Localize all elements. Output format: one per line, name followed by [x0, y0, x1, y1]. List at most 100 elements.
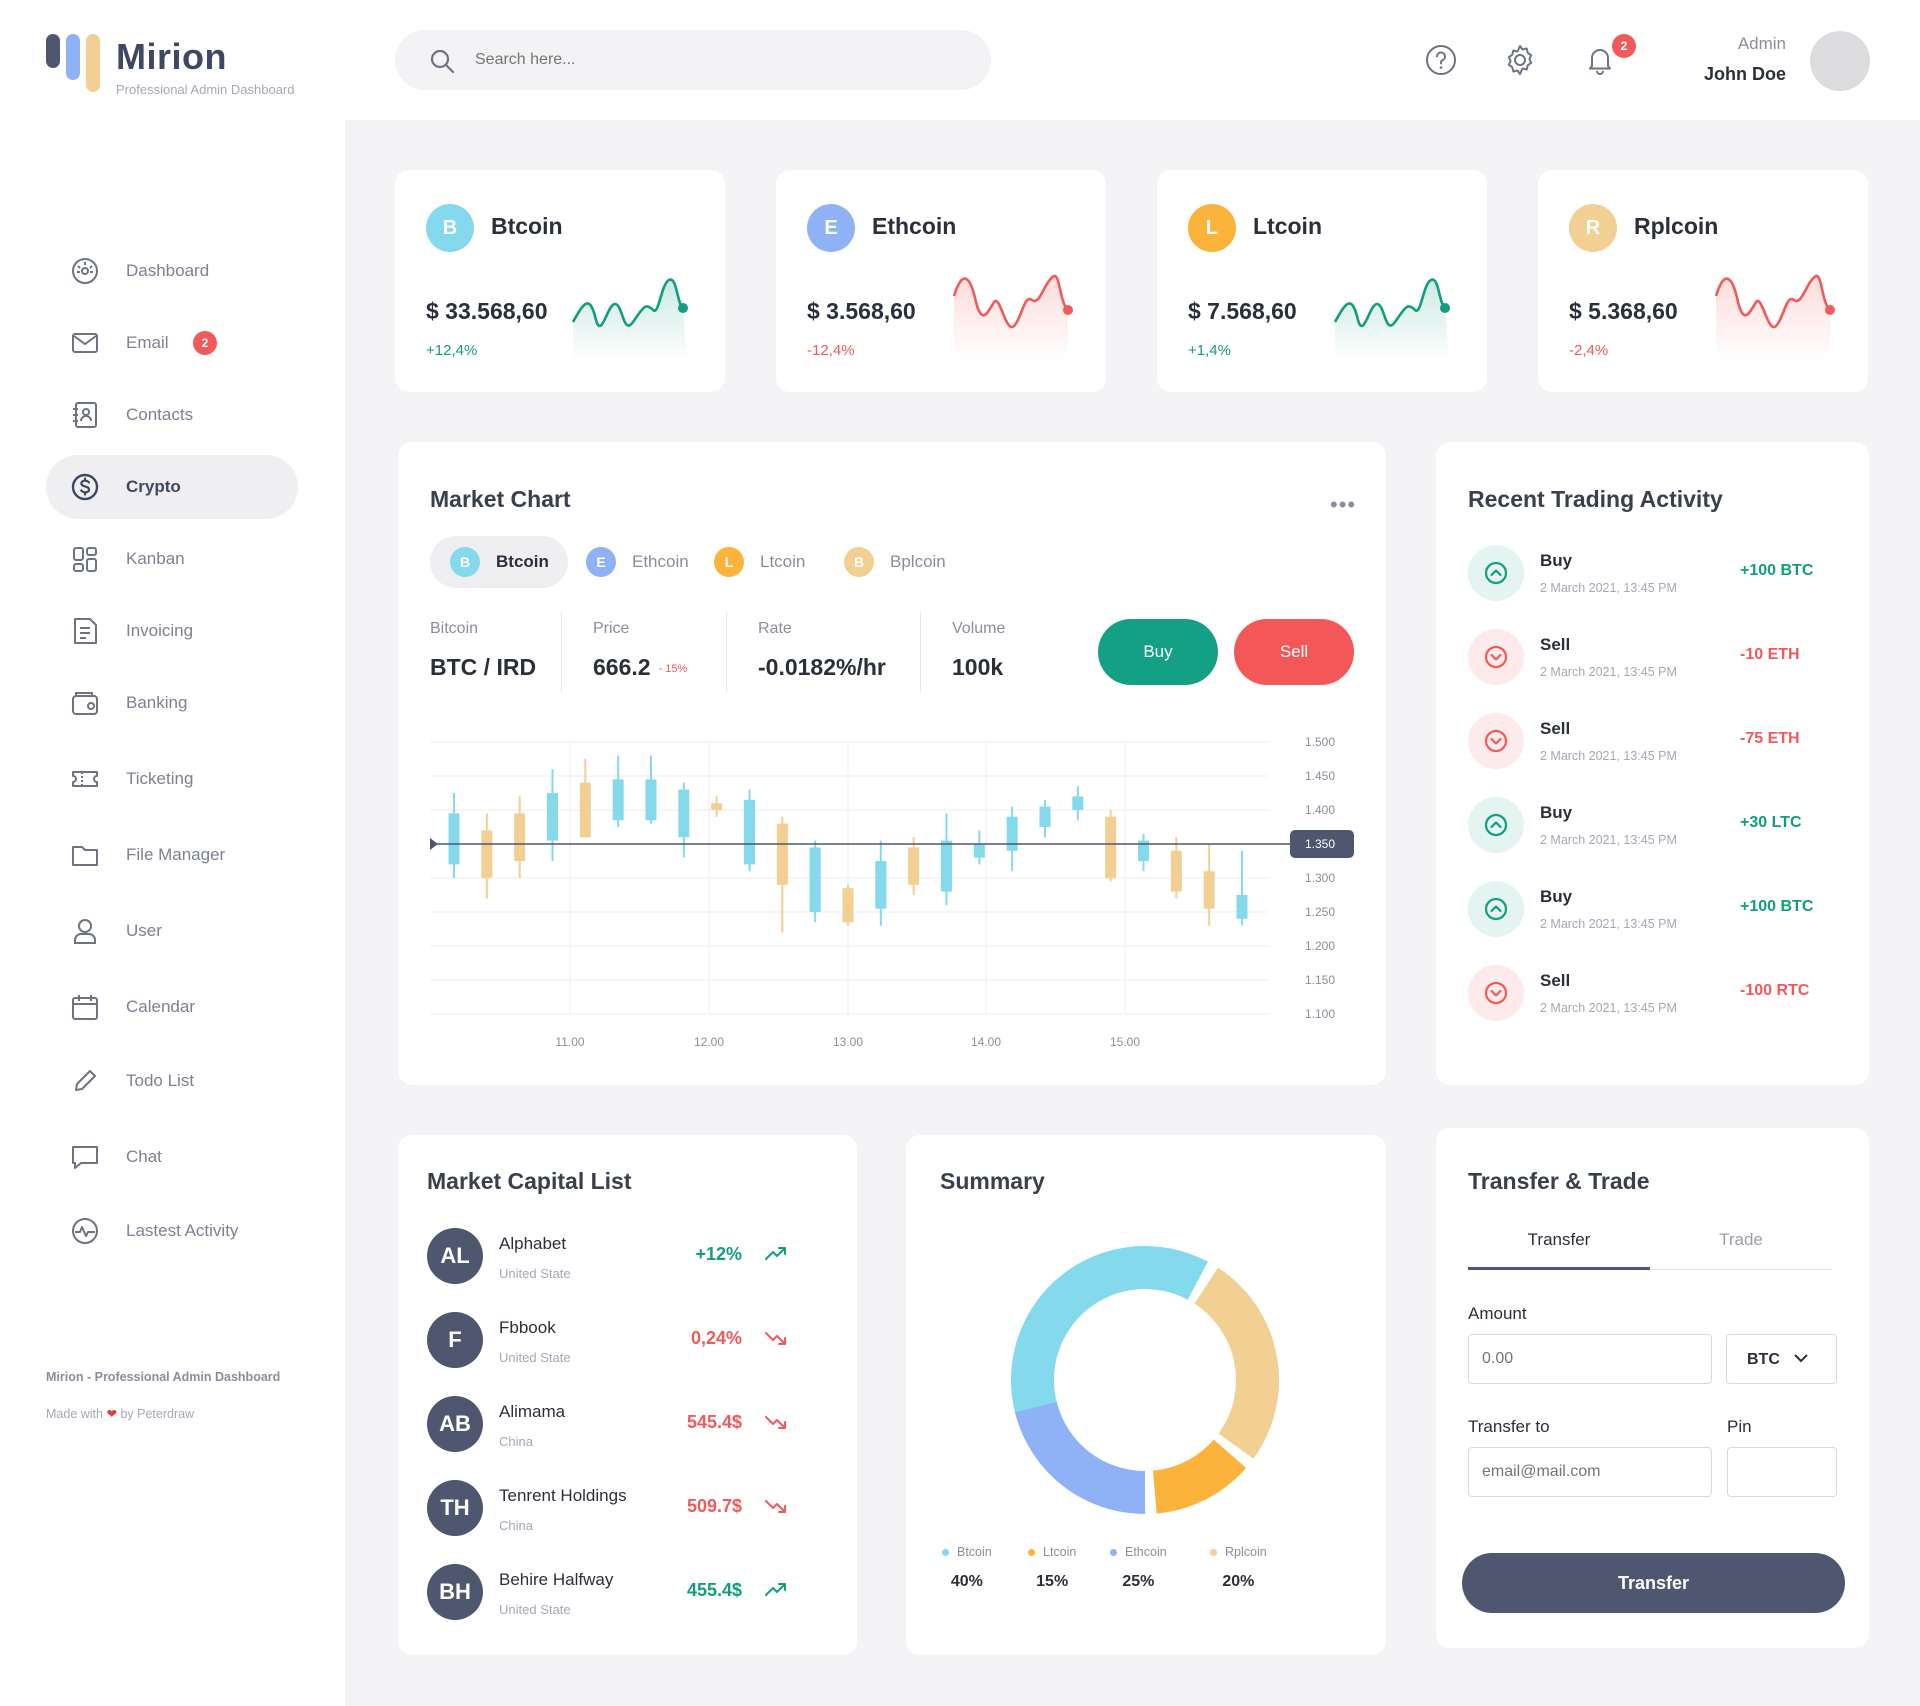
- user-name[interactable]: John Doe: [1703, 64, 1786, 84]
- coin-card-ethcoin[interactable]: E Ethcoin $ 3.568,60 -12,4%: [776, 170, 1106, 392]
- candle-body: [612, 779, 624, 821]
- list-item[interactable]: BH Behire Halfway United State 455.4$: [427, 1564, 827, 1626]
- candle-body: [481, 830, 493, 878]
- candle-body: [908, 847, 920, 885]
- sidebar-item-label: Kanban: [126, 549, 185, 568]
- sidebar-item-label: Crypto: [126, 477, 181, 496]
- summary-card: Summary Btcoin 40% Ltcoin 15% Ethcoin 25% Rplc…: [906, 1135, 1386, 1655]
- coin-tab-bplcoin[interactable]: B Bplcoin: [824, 536, 954, 588]
- sidebar-item-invoicing[interactable]: Invoicing: [46, 599, 298, 663]
- trade-amount: +100 BTC: [1740, 562, 1814, 579]
- sidebar-item-email[interactable]: Email 2: [46, 311, 298, 375]
- coin-tab-ltcoin[interactable]: L Ltcoin: [694, 536, 814, 588]
- sidebar-item-user[interactable]: User: [46, 899, 298, 963]
- company-country: China: [499, 1518, 533, 1533]
- more-options-icon[interactable]: •••: [1330, 492, 1357, 517]
- coin-card-btcoin[interactable]: B Btcoin $ 33.568,60 +12,4%: [395, 170, 725, 392]
- arrow-down-circle-icon: [1468, 629, 1524, 685]
- sidebar-item-contacts[interactable]: Contacts: [46, 383, 298, 447]
- coin-card-rplcoin[interactable]: R Rplcoin $ 5.368,60 -2,4%: [1538, 170, 1868, 392]
- bell-icon[interactable]: [1584, 44, 1616, 76]
- avatar[interactable]: [1810, 31, 1870, 91]
- x-tick-label: 15.00: [1110, 1035, 1140, 1049]
- transfer-title: Transfer & Trade: [1468, 1168, 1650, 1194]
- company-country: United State: [499, 1266, 571, 1281]
- sidebar-item-file-manager[interactable]: File Manager: [46, 823, 298, 887]
- tab-trade[interactable]: Trade: [1650, 1230, 1832, 1270]
- trade-row[interactable]: Sell 2 March 2021, 13:45 PM -75 ETH: [1468, 713, 1848, 773]
- trade-row[interactable]: Buy 2 March 2021, 13:45 PM +30 LTC: [1468, 797, 1848, 857]
- sidebar-item-crypto[interactable]: Crypto: [46, 455, 298, 519]
- donut-slice-ethcoin: [1014, 1402, 1145, 1514]
- legend-value: 20%: [1222, 1573, 1255, 1590]
- sidebar: Dashboard Email 2 Contacts Crypto Kanban Invoi…: [0, 120, 345, 1706]
- transfer-button[interactable]: Transfer: [1462, 1553, 1845, 1613]
- candle-body: [579, 782, 591, 838]
- trade-amount: +30 LTC: [1740, 814, 1802, 831]
- sell-button[interactable]: Sell: [1234, 619, 1354, 685]
- candle-body: [514, 813, 526, 861]
- brand-logo[interactable]: Mirion Professional Admin Dashboard: [46, 34, 316, 100]
- trend-down-icon: [765, 1330, 787, 1346]
- y-tick-label: 1.350: [1305, 837, 1335, 851]
- list-item[interactable]: F Fbbook United State 0,24%: [427, 1312, 827, 1374]
- sidebar-item-ticketing[interactable]: Ticketing: [46, 747, 298, 811]
- trade-row[interactable]: Buy 2 March 2021, 13:45 PM +100 BTC: [1468, 545, 1848, 605]
- search-bar[interactable]: [395, 30, 991, 90]
- trade-row[interactable]: Buy 2 March 2021, 13:45 PM +100 BTC: [1468, 881, 1848, 941]
- sidebar-item-calendar[interactable]: Calendar: [46, 975, 298, 1039]
- tab-transfer[interactable]: Transfer: [1468, 1230, 1650, 1270]
- pin-input[interactable]: [1727, 1447, 1837, 1497]
- sidebar-item-label: Contacts: [126, 405, 194, 424]
- sidebar-item-kanban[interactable]: Kanban: [46, 527, 298, 591]
- coin-tab-btcoin[interactable]: B Btcoin: [430, 536, 568, 588]
- market-chart-card: Market Chart ••• B Btcoin E Ethcoin L Ltcoin B…: [398, 442, 1386, 1085]
- stat-rate: Rate -0.0182%/hr: [758, 620, 886, 681]
- sparkline-chart: [1333, 278, 1450, 360]
- sparkline-area: [1335, 279, 1449, 360]
- sidebar-item-banking[interactable]: Banking: [46, 671, 298, 735]
- company-avatar: AL: [427, 1228, 483, 1284]
- kanban-icon: [70, 544, 100, 574]
- coin-card-ltcoin[interactable]: L Ltcoin $ 7.568,60 +1,4%: [1157, 170, 1487, 392]
- coin-tab-ethcoin[interactable]: E Ethcoin: [566, 536, 689, 588]
- help-icon[interactable]: [1425, 44, 1457, 76]
- trade-row[interactable]: Sell 2 March 2021, 13:45 PM -100 RTC: [1468, 965, 1848, 1025]
- sparkline-endpoint: [1825, 305, 1835, 315]
- trade-type: Sell: [1540, 635, 1571, 654]
- stat-divider: [561, 612, 562, 692]
- currency-select[interactable]: BTC: [1726, 1334, 1837, 1384]
- gear-icon[interactable]: [1504, 44, 1536, 76]
- sidebar-item-chat[interactable]: Chat: [46, 1125, 298, 1189]
- trade-date: 2 March 2021, 13:45 PM: [1540, 749, 1677, 763]
- y-tick-label: 1.400: [1305, 803, 1335, 817]
- trade-row[interactable]: Sell 2 March 2021, 13:45 PM -10 ETH: [1468, 629, 1848, 689]
- sidebar-item-todo-list[interactable]: Todo List: [46, 1049, 298, 1113]
- arrow-up-circle-icon: [1468, 797, 1524, 853]
- search-input[interactable]: [475, 30, 955, 90]
- sidebar-item-label: Email: [126, 333, 169, 352]
- list-item[interactable]: AL Alphabet United State +12%: [427, 1228, 827, 1290]
- legend-dot: [1028, 1549, 1035, 1557]
- stat-rate-label: Rate: [758, 620, 792, 637]
- chevron-down-icon: [1794, 1354, 1808, 1363]
- company-avatar: AB: [427, 1396, 483, 1452]
- candle-body: [1006, 816, 1018, 851]
- amount-input[interactable]: [1468, 1334, 1712, 1384]
- buy-button[interactable]: Buy: [1098, 619, 1218, 685]
- stat-pair-value: BTC / IRD: [430, 654, 537, 680]
- legend-item: Ethcoin 25%: [1110, 1545, 1167, 1591]
- coin-name: Btcoin: [491, 213, 563, 239]
- list-item[interactable]: AB Alimama China 545.4$: [427, 1396, 827, 1458]
- logo-mark: [46, 34, 106, 96]
- transfer-to-input[interactable]: [1468, 1447, 1712, 1497]
- legend-name: Rplcoin: [1225, 1545, 1267, 1559]
- mail-icon: [70, 328, 100, 358]
- sidebar-item-lastest-activity[interactable]: Lastest Activity: [46, 1199, 298, 1263]
- candle-body: [973, 844, 985, 858]
- wallet-icon: [70, 688, 100, 718]
- sparkline-line: [1714, 274, 1831, 329]
- sidebar-item-dashboard[interactable]: Dashboard: [46, 239, 298, 303]
- list-item[interactable]: TH Tenrent Holdings China 509.7$: [427, 1480, 827, 1542]
- coin-icon: B: [426, 204, 474, 252]
